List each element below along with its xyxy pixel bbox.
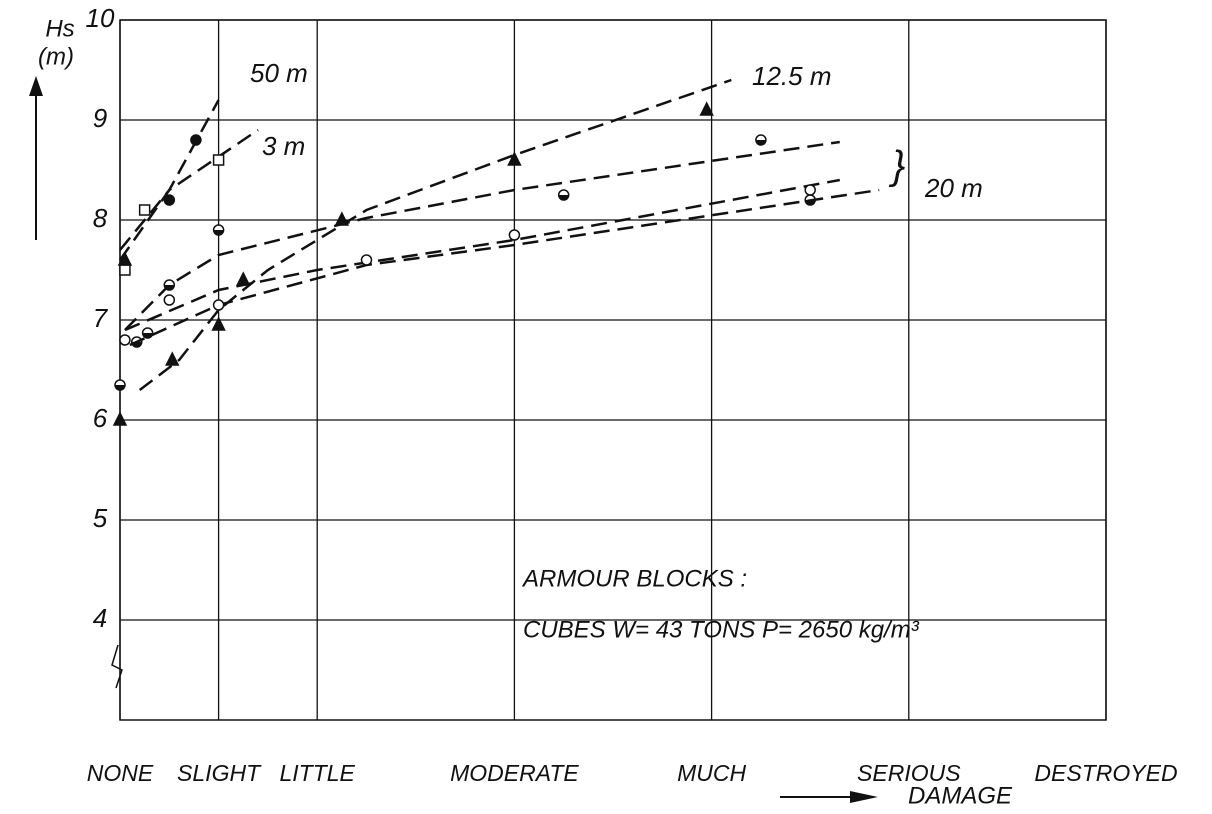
marker — [163, 294, 176, 306]
marker — [165, 351, 180, 366]
marker — [138, 204, 151, 216]
axis-break — [111, 644, 123, 689]
x-tick-label: MUCH — [677, 760, 746, 786]
marker — [804, 184, 816, 196]
x-tick-label: SERIOUS — [857, 760, 961, 786]
y-tick-label: 9 — [93, 103, 107, 133]
y-tick-label: 6 — [93, 403, 108, 433]
y-tick-label: 4 — [93, 603, 107, 633]
marker — [360, 254, 373, 266]
y-tick-label: 5 — [93, 503, 108, 533]
fit-line — [118, 128, 259, 261]
fit-line — [138, 78, 732, 391]
marker — [119, 264, 131, 276]
marker-half — [142, 333, 153, 338]
x-tick-label: MODERATE — [450, 760, 579, 786]
x-tick-label: DESTROYED — [1034, 760, 1177, 786]
y-unit: (m) — [38, 43, 74, 70]
marker-half — [213, 230, 224, 235]
marker — [212, 154, 225, 166]
marker-half — [755, 140, 766, 145]
marker — [507, 151, 522, 166]
marker — [211, 316, 226, 331]
x-tick-label: LITTLE — [279, 760, 355, 786]
marker-half — [115, 385, 125, 390]
fit-line — [124, 178, 841, 332]
fit-line — [124, 140, 840, 331]
fit-line — [129, 188, 880, 347]
marker-half — [558, 195, 569, 200]
series-label: 12.5 m — [752, 61, 832, 91]
x-tick-label: NONE — [87, 760, 154, 786]
x-tick-label: SLIGHT — [177, 760, 262, 786]
fit-line — [119, 99, 220, 251]
plot-frame — [119, 19, 1107, 721]
brace: } — [888, 144, 905, 188]
y-tick-label: 8 — [93, 203, 108, 233]
y-tick-label: 7 — [93, 303, 109, 333]
series-label: 50 m — [250, 58, 308, 88]
y-arrow-head — [29, 76, 43, 96]
x-arrow-head — [850, 791, 878, 803]
annotation: CUBES W= 43 TONS P= 2650 kg/m³ — [523, 616, 920, 643]
marker — [112, 411, 128, 426]
y-tick-label: 10 — [86, 3, 115, 33]
x-label: DAMAGE — [908, 782, 1013, 809]
marker — [212, 299, 225, 311]
series-label: 20 m — [924, 173, 983, 203]
marker — [508, 229, 521, 241]
marker — [699, 101, 714, 116]
marker — [190, 134, 202, 146]
marker — [119, 334, 131, 346]
marker-half — [164, 285, 175, 290]
marker — [163, 194, 176, 206]
y-label: Hs — [45, 15, 74, 42]
marker — [117, 251, 133, 266]
annotation: ARMOUR BLOCKS : — [521, 565, 747, 592]
series-label: 3 m — [262, 131, 305, 161]
